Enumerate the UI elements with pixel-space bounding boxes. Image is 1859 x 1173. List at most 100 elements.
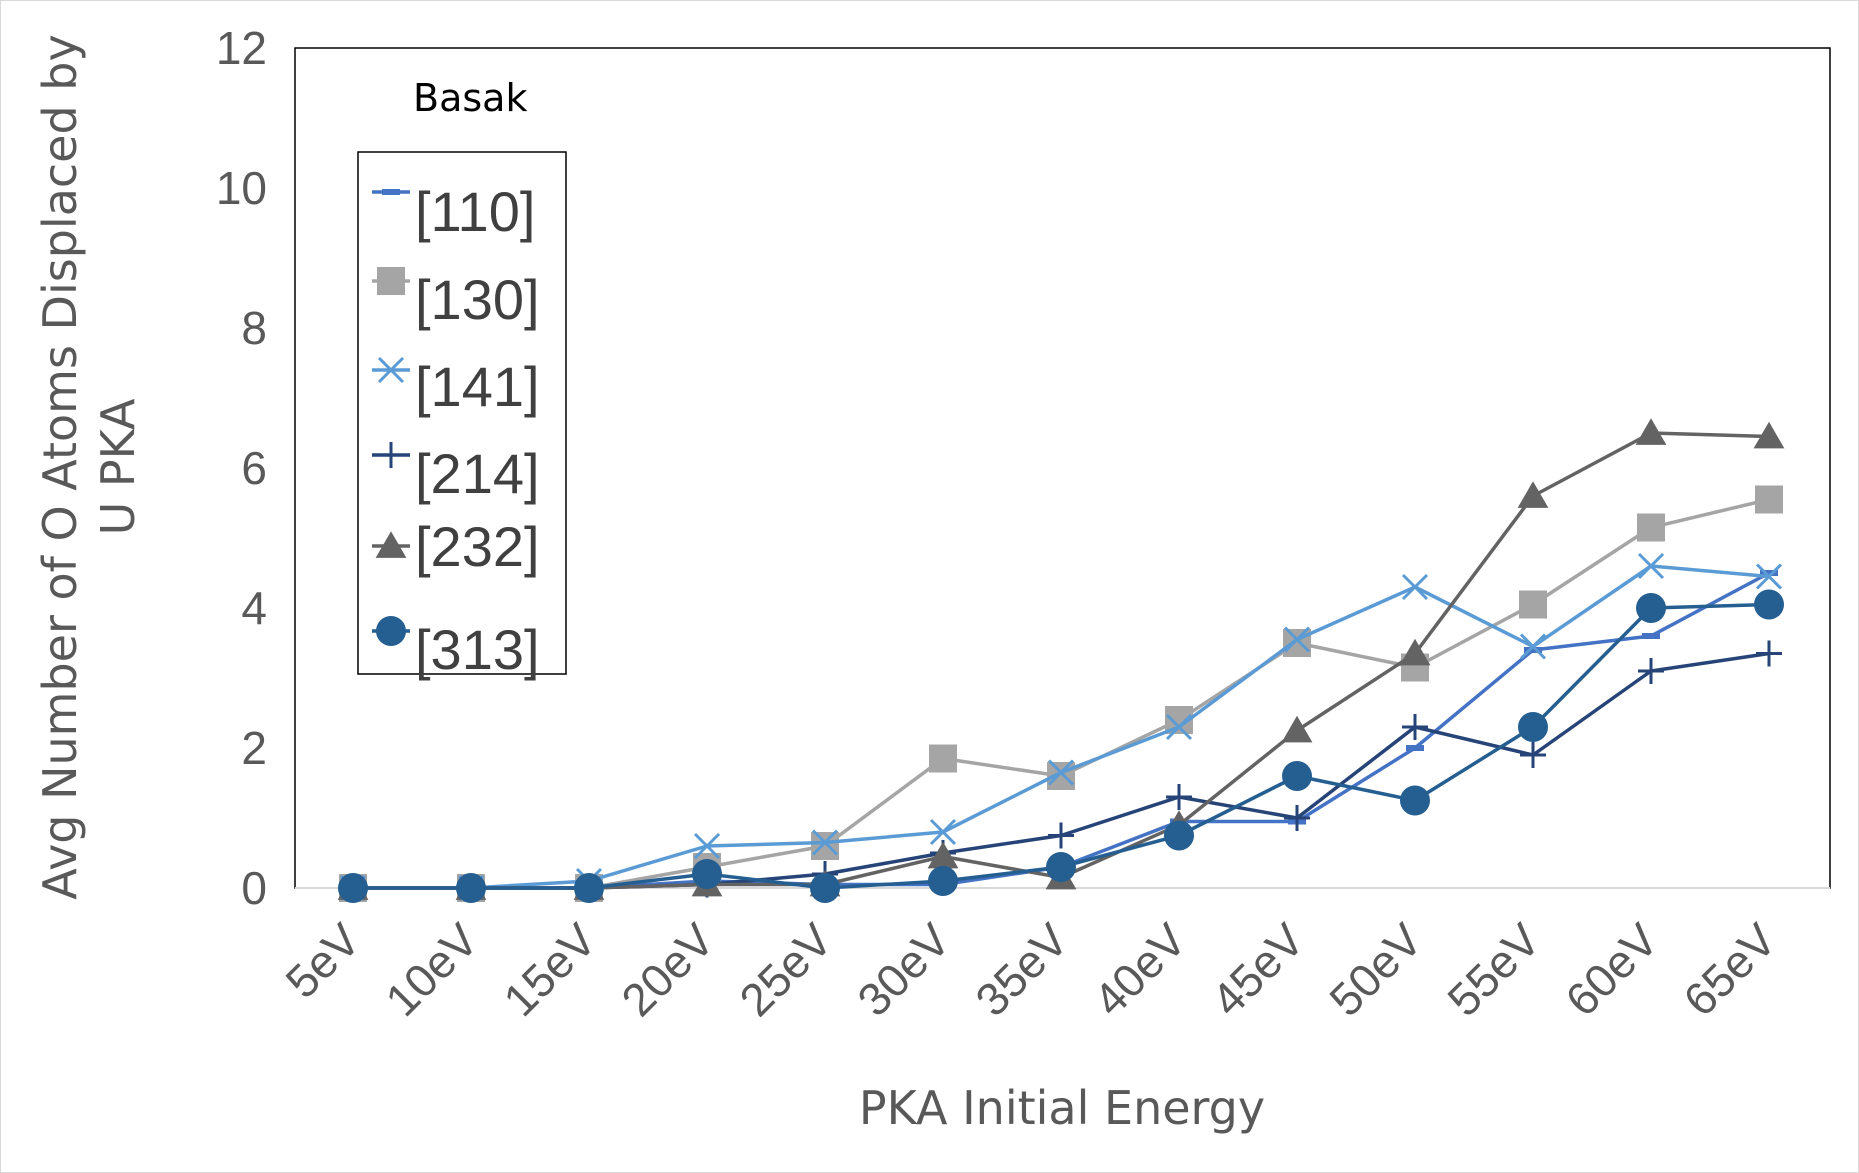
x-marker-stroke <box>1755 563 1783 590</box>
x-tick-label: 10eV <box>375 913 488 1026</box>
square-marker <box>1755 485 1783 514</box>
x-tick-label: 15eV <box>493 913 606 1026</box>
x-marker <box>1283 626 1311 653</box>
y-tick-label: 4 <box>241 582 267 634</box>
plus-marker <box>1048 822 1074 849</box>
x-marker-stroke <box>1637 552 1665 580</box>
plus-marker <box>1756 640 1782 667</box>
triangle-marker <box>1635 418 1667 445</box>
plus-marker <box>1638 658 1664 684</box>
x-tick-label: 55eV <box>1437 913 1550 1026</box>
plus-marker <box>1166 784 1192 810</box>
x-marker <box>929 818 957 846</box>
x-marker-stroke <box>377 356 405 384</box>
legend-item: [232] <box>372 515 540 578</box>
legend-frame <box>357 151 567 675</box>
x-tick-label: 35eV <box>965 913 1078 1026</box>
series-313 <box>338 589 1784 903</box>
circle-marker <box>456 873 486 903</box>
triangle-marker <box>1281 715 1313 743</box>
legend: [110] [130] [141] [214] [232] [313] <box>357 151 567 681</box>
circle-marker <box>338 873 368 903</box>
x-marker <box>377 356 405 384</box>
dash-marker <box>1760 570 1778 576</box>
x-marker <box>1165 713 1193 741</box>
circle-marker <box>1400 785 1430 816</box>
dash-marker <box>382 189 400 195</box>
dash-marker <box>1642 633 1660 639</box>
series-group <box>337 418 1785 903</box>
plus-marker <box>1520 742 1546 768</box>
legend-item: [110] <box>372 180 535 243</box>
x-marker-stroke <box>929 818 957 846</box>
x-marker <box>1519 633 1547 660</box>
triangle-marker <box>1753 421 1785 449</box>
x-marker-stroke <box>811 829 839 856</box>
legend-label: [110] <box>415 180 535 243</box>
legend-label: [313] <box>415 618 540 681</box>
x-tick-label: 25eV <box>729 913 842 1026</box>
circle-marker <box>1636 593 1666 623</box>
x-axis-title: PKA Initial Energy <box>859 1081 1265 1135</box>
triangle-marker <box>927 841 959 869</box>
square-marker <box>929 744 957 773</box>
x-marker <box>1047 759 1075 786</box>
y-tick-label: 12 <box>216 22 267 74</box>
legend-label: [232] <box>415 515 540 578</box>
plus-marker <box>378 442 404 468</box>
square-marker <box>1637 513 1665 542</box>
y-tick-label: 10 <box>216 162 267 214</box>
legend-label: [214] <box>415 442 540 505</box>
x-tick-labels: 5eV 10eV 15eV 20eV 25eV 30eV 35eV 40eV 45eV 50eV 5… <box>275 913 1786 1026</box>
circle-marker <box>376 616 406 646</box>
legend-item: [130] <box>372 267 540 331</box>
dash-marker <box>1406 745 1424 751</box>
x-tick-label: 65eV <box>1673 913 1786 1026</box>
plus-marker <box>1402 714 1428 740</box>
x-marker-stroke <box>693 832 721 860</box>
x-tick-label: 30eV <box>847 913 960 1026</box>
x-marker-stroke <box>1047 759 1075 786</box>
x-tick-label: 45eV <box>1201 913 1314 1026</box>
y-tick-label: 2 <box>241 722 267 774</box>
x-marker <box>693 832 721 860</box>
circle-marker <box>928 866 958 896</box>
legend-label: [130] <box>415 268 540 331</box>
square-marker <box>1283 629 1311 657</box>
y-axis-title-line-1: Avg Number of O Atoms Displaced by <box>33 34 87 899</box>
circle-marker <box>1046 852 1076 882</box>
circle-marker <box>1164 820 1194 851</box>
x-tick-label: 60eV <box>1555 913 1668 1026</box>
y-axis-title: Avg Number of O Atoms Displaced by U PKA <box>33 34 145 899</box>
circle-marker <box>1518 712 1548 742</box>
y-tick-label: 8 <box>241 302 267 354</box>
x-marker-stroke <box>1165 713 1193 741</box>
circle-marker <box>1282 761 1312 791</box>
triangle-marker <box>1517 481 1549 508</box>
x-tick-label: 5eV <box>275 913 370 1008</box>
x-marker <box>1637 552 1665 580</box>
legend-label: [141] <box>415 355 540 418</box>
y-tick-label: 0 <box>241 862 267 914</box>
x-tick-label: 50eV <box>1319 913 1432 1026</box>
circle-marker <box>810 873 840 903</box>
x-tick-label: 20eV <box>611 913 724 1026</box>
circle-marker <box>692 859 722 889</box>
legend-item: [214] <box>372 442 540 505</box>
dash-marker <box>1524 647 1542 653</box>
square-marker <box>1519 590 1547 619</box>
x-marker-stroke <box>1519 633 1547 660</box>
square-marker <box>377 267 405 295</box>
x-marker-stroke <box>1401 573 1429 601</box>
y-axis-title-line-2: U PKA <box>91 398 145 535</box>
triangle-marker <box>1399 638 1431 666</box>
x-marker <box>1401 573 1429 601</box>
chart-annotation: Basak <box>413 76 527 120</box>
y-tick-label: 6 <box>241 442 267 494</box>
legend-item: [141] <box>372 355 540 418</box>
circle-marker <box>1754 589 1784 620</box>
x-marker <box>1755 563 1783 590</box>
plus-marker <box>1284 805 1310 831</box>
